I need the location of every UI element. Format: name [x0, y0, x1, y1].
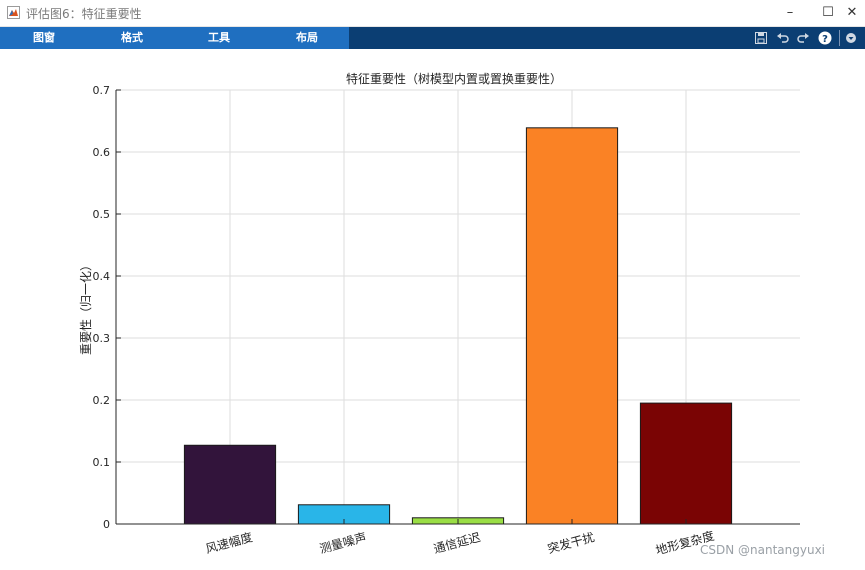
bar-chart: 00.10.20.30.40.50.60.7 风速幅度 测量噪声 通信延迟 突发干扰地… [79, 71, 800, 558]
toolstrip-tab-band [0, 27, 349, 49]
expand-icon[interactable] [843, 30, 859, 46]
minimize-button[interactable]: – [786, 5, 794, 20]
tab-format[interactable]: 格式 [121, 31, 143, 44]
window-title-bar: 评估图6：特征重要性 – ☐ ✕ [0, 0, 865, 27]
close-button[interactable]: ✕ [846, 5, 858, 20]
maximize-button[interactable]: ☐ [822, 5, 834, 20]
bar-5 [639, 402, 733, 525]
bar-4 [525, 127, 619, 525]
tab-figure[interactable]: 图窗 [33, 31, 55, 44]
chart-title: 特征重要性（树模型内置或置换重要性） [346, 71, 562, 86]
x-tick-label: 风速幅度 [204, 529, 254, 556]
y-tick-label: 0.4 [93, 270, 111, 283]
watermark: CSDN @nantangyuxi [700, 543, 826, 557]
y-tick-label: 0.2 [93, 394, 111, 407]
y-tick-label: 0.5 [93, 208, 111, 221]
y-tick-label: 0.3 [93, 332, 111, 345]
bar-1 [183, 444, 277, 525]
help-icon[interactable]: ? [817, 30, 833, 46]
save-icon[interactable] [753, 30, 769, 46]
y-tick-label: 0.1 [93, 456, 111, 469]
figure-toolstrip: 图窗 格式 工具 布局 ? [0, 27, 865, 49]
y-tick-label: 0.6 [93, 146, 111, 159]
undo-icon[interactable] [775, 30, 791, 46]
x-tick-label: 测量噪声 [318, 530, 368, 556]
tab-tools[interactable]: 工具 [208, 31, 230, 44]
x-tick-labels: 风速幅度 测量噪声 通信延迟 突发干扰 地形复杂度 [204, 519, 716, 558]
svg-text:?: ? [822, 34, 828, 45]
matlab-logo-icon [7, 6, 20, 19]
window-title: 评估图6：特征重要性 [26, 7, 142, 21]
figure-canvas: 0 0.1 0.2 0.3 0.4 0.5 0.6 0.7 风速幅度 测量噪声 通信延迟 突发干扰地… [0, 50, 865, 566]
x-tick-label: 突发干扰 [546, 529, 596, 556]
y-axis-label: 重要性（归一化） [79, 259, 93, 355]
y-tick-label: 0 [103, 518, 110, 531]
tab-layout[interactable]: 布局 [296, 31, 318, 44]
y-tick-label: 0.7 [93, 84, 111, 97]
x-tick-label: 通信延迟 [432, 530, 482, 556]
toolbar-divider [839, 30, 840, 46]
redo-icon[interactable] [795, 30, 811, 46]
bars [183, 127, 733, 525]
y-tick-labels: 0 0.1 0.2 0.3 0.4 0.5 0.6 0.7 [93, 84, 121, 531]
